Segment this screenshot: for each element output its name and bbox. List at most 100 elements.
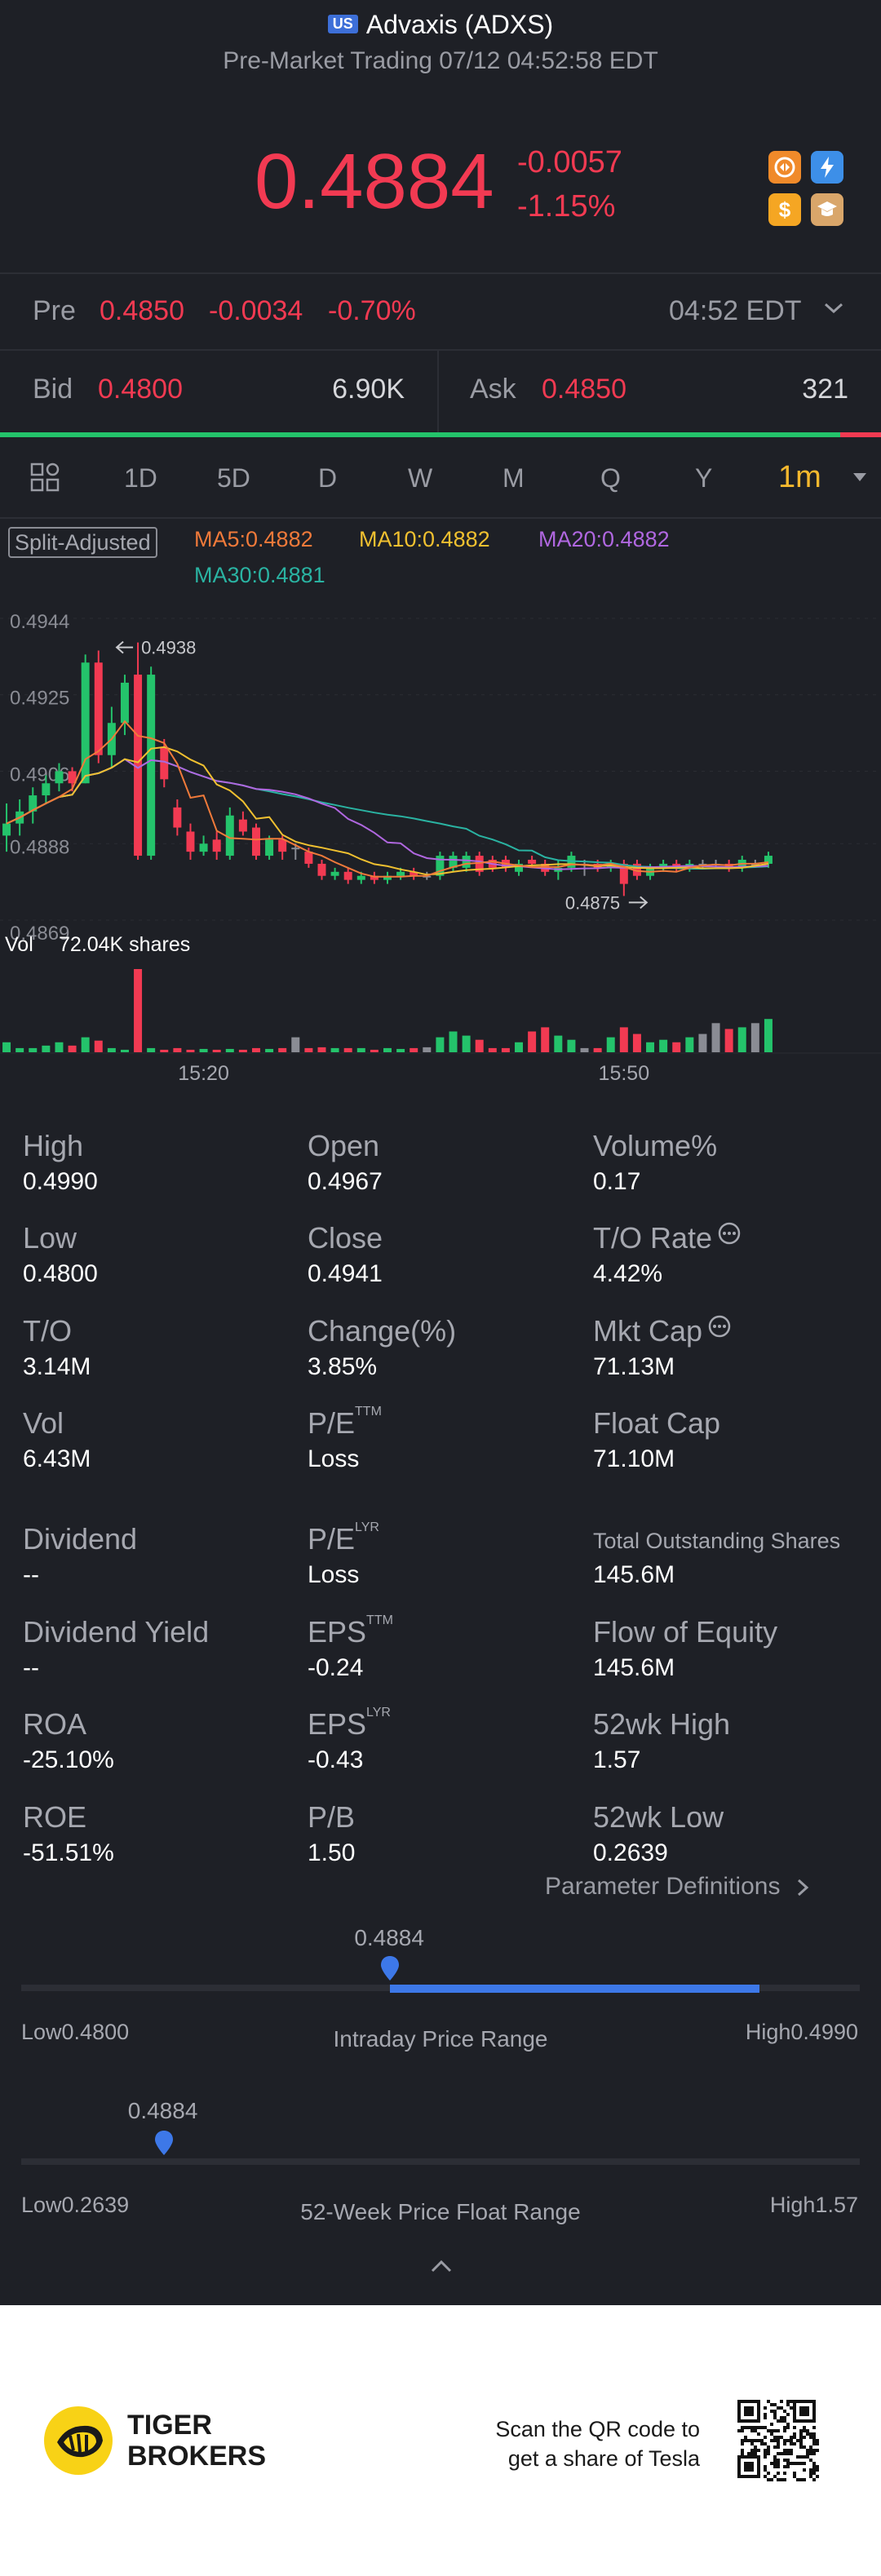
bid-ratio-bar	[0, 432, 840, 437]
qr-code[interactable]	[737, 2400, 819, 2481]
high-marker-label: 0.4938	[141, 638, 196, 658]
pre-price: 0.4850	[100, 295, 184, 326]
tab-d[interactable]: D	[318, 463, 338, 493]
stat-label: ROE	[23, 1800, 86, 1835]
more-info-icon[interactable]	[717, 1221, 742, 1246]
caret-down-icon[interactable]	[852, 471, 868, 483]
stat-label-text: T/O	[23, 1314, 72, 1348]
hat-icon[interactable]	[811, 193, 843, 226]
tab-1d[interactable]: 1D	[124, 463, 157, 493]
stat-label-superscript: TTM	[366, 1613, 393, 1627]
volume-bar	[501, 1047, 510, 1052]
stat-label-text: Float Cap	[593, 1406, 721, 1440]
x-tick-label: 15:50	[599, 1062, 650, 1085]
ask-ratio-bar	[840, 432, 881, 437]
stat-label: High	[23, 1129, 83, 1163]
tab-w[interactable]: W	[408, 463, 433, 493]
volume-bar	[541, 1027, 550, 1052]
volume-bar	[737, 1027, 746, 1052]
volume-bar	[567, 1039, 576, 1052]
layout-grid-icon[interactable]	[29, 462, 62, 494]
dollar-icon[interactable]: $	[768, 193, 801, 226]
volume-bar	[515, 1042, 524, 1052]
stock-name: Advaxis (ADXS)	[365, 10, 554, 39]
volume-bar	[436, 1037, 445, 1052]
stat-label-text: EPS	[308, 1615, 367, 1649]
candlestick-chart[interactable]: 0.49440.49250.49060.48880.48690.49380.48…	[0, 595, 881, 1085]
intraday-low: Low0.4800	[21, 2020, 130, 2044]
flash-icon[interactable]	[811, 151, 843, 184]
volume-bar	[343, 1047, 352, 1052]
stat-value: 71.10M	[593, 1445, 675, 1472]
week52-high: High1.57	[769, 2193, 858, 2217]
volume-bar	[68, 1045, 77, 1052]
candle-body	[160, 746, 169, 780]
collapse-chevron-up-icon[interactable]	[429, 2256, 454, 2276]
stat-value: Loss	[308, 1561, 360, 1588]
stat-label-text: P/E	[308, 1522, 356, 1556]
price-change-pct: -1.15%	[517, 189, 616, 224]
volume-bar	[528, 1031, 537, 1052]
week52-low: Low0.2639	[21, 2193, 130, 2217]
trade-icon[interactable]	[768, 151, 801, 184]
candle-body	[42, 783, 51, 796]
more-info-icon[interactable]	[707, 1314, 732, 1339]
candle-body	[186, 831, 195, 852]
volume-bar	[685, 1037, 694, 1052]
tab-1m[interactable]: 1m	[778, 460, 821, 494]
market-badge: US	[327, 15, 358, 34]
candle-body	[317, 863, 326, 876]
promo-line-1: Scan the QR code to	[495, 2417, 700, 2441]
chevron-down-icon[interactable]	[822, 300, 845, 316]
stat-value: 145.6M	[593, 1654, 675, 1681]
volume-bar	[672, 1042, 681, 1052]
candle-body	[396, 871, 405, 876]
ask-price: 0.4850	[542, 374, 626, 405]
volume-bar	[554, 1035, 563, 1052]
candle-body	[304, 852, 313, 864]
pre-change: -0.0034	[209, 295, 303, 326]
stat-label-superscript: LYR	[355, 1520, 379, 1534]
candle-body	[147, 675, 156, 856]
bid-label: Bid	[33, 374, 73, 405]
stat-label: Volume%	[593, 1129, 717, 1163]
ma5-label: MA5:0.4882	[194, 527, 313, 551]
bid-price: 0.4800	[98, 374, 183, 405]
tab-q[interactable]: Q	[600, 463, 621, 493]
volume-bar	[265, 1048, 274, 1052]
volume-bar	[317, 1047, 326, 1052]
high-arrow-icon	[115, 640, 134, 654]
stat-value: 0.2639	[593, 1839, 668, 1866]
stat-label: Close	[308, 1221, 383, 1255]
stat-label-text: 52wk High	[593, 1707, 731, 1741]
stat-label: T/O	[23, 1314, 72, 1348]
stat-value: 0.4941	[308, 1260, 383, 1287]
week52-title: 52-Week Price Float Range	[300, 2199, 581, 2224]
stat-label-superscript: LYR	[366, 1706, 391, 1720]
volume-bar	[330, 1047, 339, 1052]
volume-bar	[134, 969, 143, 1052]
candle-body	[632, 863, 641, 876]
tab-5d[interactable]: 5D	[217, 463, 250, 493]
candle-body	[134, 675, 143, 856]
candle-body	[750, 863, 759, 865]
stat-label: T/O Rate	[593, 1221, 742, 1255]
volume-bar	[160, 1049, 169, 1052]
tab-m[interactable]: M	[502, 463, 525, 493]
volume-bar	[304, 1047, 313, 1052]
quote-header: US Advaxis (ADXS) Pre-Market Trading 07/1…	[0, 0, 881, 273]
stat-label-superscript: TTM	[355, 1405, 382, 1419]
candle-body	[265, 839, 274, 856]
volume-bar	[55, 1042, 64, 1052]
parameter-definitions-link[interactable]: Parameter Definitions	[545, 1873, 812, 1901]
parameter-definitions-label: Parameter Definitions	[545, 1873, 781, 1900]
stat-label-text: Dividend Yield	[23, 1615, 210, 1649]
split-adjusted-button[interactable]: Split-Adjusted	[8, 527, 157, 558]
volume-bar	[173, 1047, 182, 1052]
candle-body	[356, 875, 365, 880]
tab-y[interactable]: Y	[695, 463, 713, 493]
candle-body	[436, 856, 445, 876]
stat-label: Total Outstanding Shares	[593, 1529, 840, 1554]
x-tick-label: 15:20	[178, 1062, 229, 1085]
stat-label: EPSTTM	[308, 1613, 393, 1649]
